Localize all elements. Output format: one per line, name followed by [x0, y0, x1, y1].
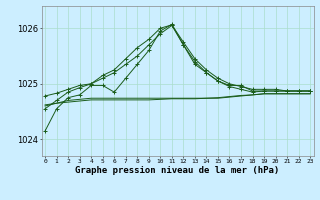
- X-axis label: Graphe pression niveau de la mer (hPa): Graphe pression niveau de la mer (hPa): [76, 166, 280, 175]
